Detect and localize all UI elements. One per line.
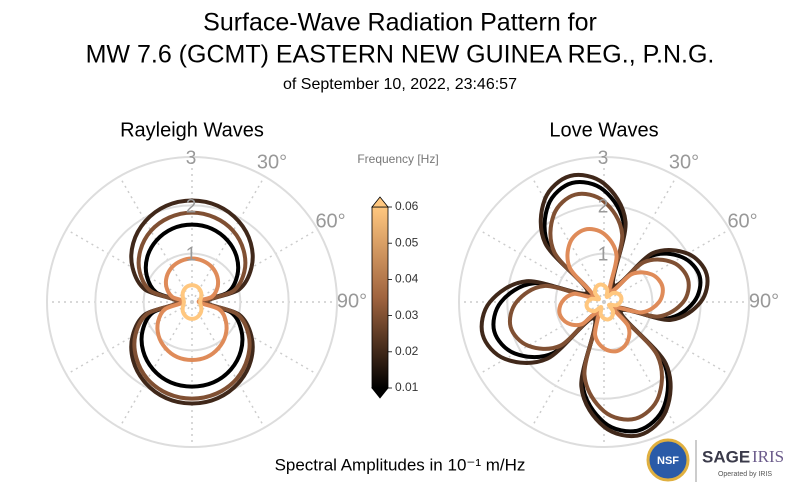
r-tick-label: 3 <box>186 148 197 169</box>
pattern-line <box>180 283 204 321</box>
title-line: MW 7.6 (GCMT) EASTERN NEW GUINEA REG., P… <box>86 41 715 69</box>
footer: Spectral Amplitudes in 10⁻¹ m/Hz <box>275 455 526 474</box>
operated-text: Operated by IRIS <box>718 471 772 478</box>
theta-grid-line <box>191 228 318 303</box>
r-tick-label: 3 <box>598 148 609 169</box>
colorbar-label: Frequency [Hz] <box>357 152 438 166</box>
polar-chart: 1 2 3 30° 60° 90° Love Waves <box>458 119 779 448</box>
r-tick-label: 1 <box>598 245 609 266</box>
theta-tick-label: 30° <box>257 152 287 174</box>
pattern-line <box>132 210 252 401</box>
colorbar-extend-high <box>371 196 389 208</box>
subtitle: of September 10, 2022, 23:46:57 <box>283 76 517 93</box>
r-grid-ring <box>46 156 338 448</box>
r-tick-label: 2 <box>186 196 197 217</box>
r-grid-ring <box>142 252 242 352</box>
theta-grid-line <box>478 301 605 376</box>
theta-grid-line <box>603 228 730 303</box>
pattern-line <box>584 282 624 322</box>
colorbar-tick-label: 0.05 <box>395 235 419 249</box>
pattern-line <box>557 227 665 354</box>
colorbar-extend-low <box>371 387 389 399</box>
colorbar-tick-label: 0.04 <box>395 272 419 286</box>
r-tick-label: 2 <box>598 196 609 217</box>
r-grid-ring <box>458 156 750 448</box>
theta-tick-label: 60° <box>727 210 757 232</box>
colorbar-tick-label: 0.01 <box>395 380 419 394</box>
colorbar-tick-label: 0.03 <box>395 308 419 322</box>
theta-grid-line <box>191 301 318 376</box>
colorbar-tick-label: 0.06 <box>395 199 419 213</box>
iris-text: IRIS <box>752 447 784 466</box>
sage-text: SAGE <box>702 447 750 466</box>
theta-grid-line <box>66 228 193 303</box>
nsf-text: NSF <box>657 455 679 467</box>
theta-grid-line <box>603 301 730 376</box>
theta-tick-label: 60° <box>315 210 345 232</box>
pattern-line <box>129 198 255 406</box>
title-line: Surface-Wave Radiation Pattern for <box>203 9 597 37</box>
theta-grid-line <box>478 228 605 303</box>
chart-title: Love Waves <box>549 119 658 141</box>
chart-title: Rayleigh Waves <box>120 119 264 141</box>
pattern-line <box>491 180 703 434</box>
colorbar <box>371 206 389 389</box>
polar-chart: 1 2 3 30° 60° 90° Rayleigh Waves <box>46 119 367 448</box>
colorbar-tick-label: 0.02 <box>395 344 419 358</box>
r-tick-label: 1 <box>186 245 197 266</box>
theta-grid-line <box>603 176 678 303</box>
theta-grid-line <box>530 301 605 428</box>
nsf-logo <box>646 438 690 482</box>
theta-tick-label: 90° <box>337 290 367 312</box>
logos: NSF SAGE IRIS Operated by IRIS <box>646 438 784 482</box>
pattern-line <box>479 172 710 439</box>
theta-tick-label: 30° <box>669 152 699 174</box>
theta-grid-line <box>118 301 193 428</box>
theta-grid-line <box>191 301 266 428</box>
pattern-line <box>139 222 245 389</box>
theta-grid-line <box>66 301 193 376</box>
theta-tick-label: 90° <box>749 290 779 312</box>
pattern-line <box>155 256 229 362</box>
